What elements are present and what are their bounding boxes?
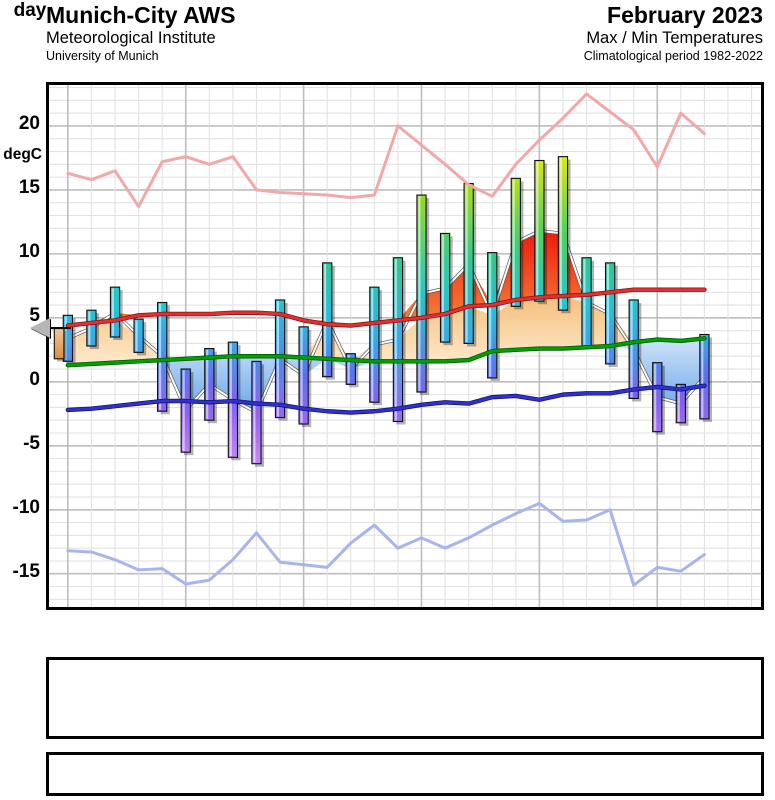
daily-range-bar: [345, 353, 356, 385]
bar-highlight: [441, 234, 445, 341]
university-name: University of Munich: [46, 49, 159, 63]
bar-highlight: [418, 196, 421, 391]
climate-mean-tavr-line: [66, 336, 706, 367]
extreme-highest-tmax-line: [66, 92, 706, 209]
chart-header: Munich-City AWS Meteorological Institute…: [0, 0, 775, 78]
daily-range-bar: [652, 362, 663, 433]
daily-range-bar: [157, 301, 168, 412]
y-axis-unit-label: degC: [3, 145, 42, 163]
bar-highlight: [347, 354, 350, 384]
bar-highlight: [111, 288, 115, 336]
bar-highlight: [206, 349, 209, 420]
daily-range-bar: [274, 299, 286, 419]
bar-highlight: [536, 161, 539, 301]
daily-range-bar: [369, 286, 380, 403]
monthly-mean-marker: [49, 327, 71, 362]
daily-range-bar: [392, 257, 404, 423]
bar-highlight: [64, 316, 67, 361]
bar-highlight: [371, 288, 374, 402]
temperature-chart-svg: [49, 85, 761, 607]
hot-anomaly-area: [67, 230, 705, 326]
statistics-panel: [46, 657, 764, 739]
bar-highlight: [300, 328, 303, 423]
statistics-table: [49, 660, 761, 736]
bar-highlight: [253, 362, 256, 463]
y-tick-minus5: -5: [23, 432, 40, 454]
daily-range-bar: [557, 156, 569, 311]
daily-range-bar: [180, 368, 191, 453]
bar-highlight: [677, 385, 680, 422]
daily-range-bar: [604, 262, 616, 365]
bar-highlight: [276, 301, 280, 417]
bar-highlight: [559, 157, 562, 309]
bar-highlight: [630, 301, 633, 398]
monthly-mean-arrow-icon: [30, 318, 50, 339]
bar-highlight: [182, 370, 185, 451]
bar-highlight: [583, 258, 586, 345]
daily-range-bar: [628, 299, 639, 400]
bar-highlight: [512, 179, 515, 306]
bar-highlight: [489, 253, 492, 377]
x-axis-label: day: [13, 0, 47, 21]
daily-range-bar: [463, 182, 474, 344]
climate-mean-tmin-line: [66, 384, 706, 414]
station-title: Munich-City AWS: [46, 2, 236, 28]
bar-highlight: [606, 264, 610, 363]
bar-highlight: [88, 311, 91, 345]
daily-range-bar: [581, 257, 592, 347]
bar-highlight: [394, 258, 397, 421]
y-tick-minus15: -15: [12, 560, 40, 582]
bar-highlight: [654, 363, 657, 431]
bar-highlight: [465, 184, 468, 343]
y-tick-5: 5: [29, 304, 40, 326]
period-title: February 2023: [607, 2, 763, 28]
y-tick-0: 0: [29, 368, 40, 390]
bar-highlight: [323, 264, 327, 376]
y-tick-10: 10: [18, 240, 40, 262]
legend-table: [49, 755, 761, 793]
daily-tavr-line: [67, 229, 706, 414]
climate-mean-tmax-line: [66, 288, 706, 327]
y-tick-15: 15: [18, 176, 40, 198]
bar-highlight: [135, 320, 138, 352]
daily-range-bar: [510, 177, 521, 307]
bar-highlight: [158, 303, 162, 411]
y-tick-20: 20: [18, 112, 40, 134]
chart-subtitle: Max / Min Temperatures: [586, 29, 763, 47]
monthly-mean-bar: [53, 327, 65, 360]
daily-range-bar: [86, 309, 97, 347]
daily-range-bar: [699, 333, 710, 420]
header-left-block: Munich-City AWS Meteorological Institute…: [46, 2, 236, 64]
daily-range-bar: [416, 194, 427, 393]
y-tick-minus10: -10: [12, 496, 40, 518]
header-right-block: February 2023 Max / Min Temperatures Cli…: [584, 2, 763, 64]
daily-range-bar: [322, 262, 333, 378]
daily-range-bar: [534, 159, 545, 302]
bar-highlight: [701, 335, 704, 418]
plot-area: [49, 85, 761, 607]
daily-range-bar: [251, 360, 262, 465]
legend-panel: [46, 752, 764, 796]
daily-range-bar: [675, 383, 686, 424]
extreme-lowest-tmin-line: [66, 501, 706, 587]
daily-range-bar: [298, 326, 309, 425]
daily-range-bar: [109, 286, 121, 338]
daily-range-bar: [487, 252, 498, 379]
climatology-period: Climatological period 1982-2022: [583, 49, 763, 63]
daily-range-bar: [439, 232, 451, 343]
plot-frame: [46, 82, 764, 610]
daily-range-bar: [204, 348, 215, 421]
institute-name: Meteorological Institute: [46, 29, 216, 47]
daily-range-bar: [133, 318, 144, 353]
